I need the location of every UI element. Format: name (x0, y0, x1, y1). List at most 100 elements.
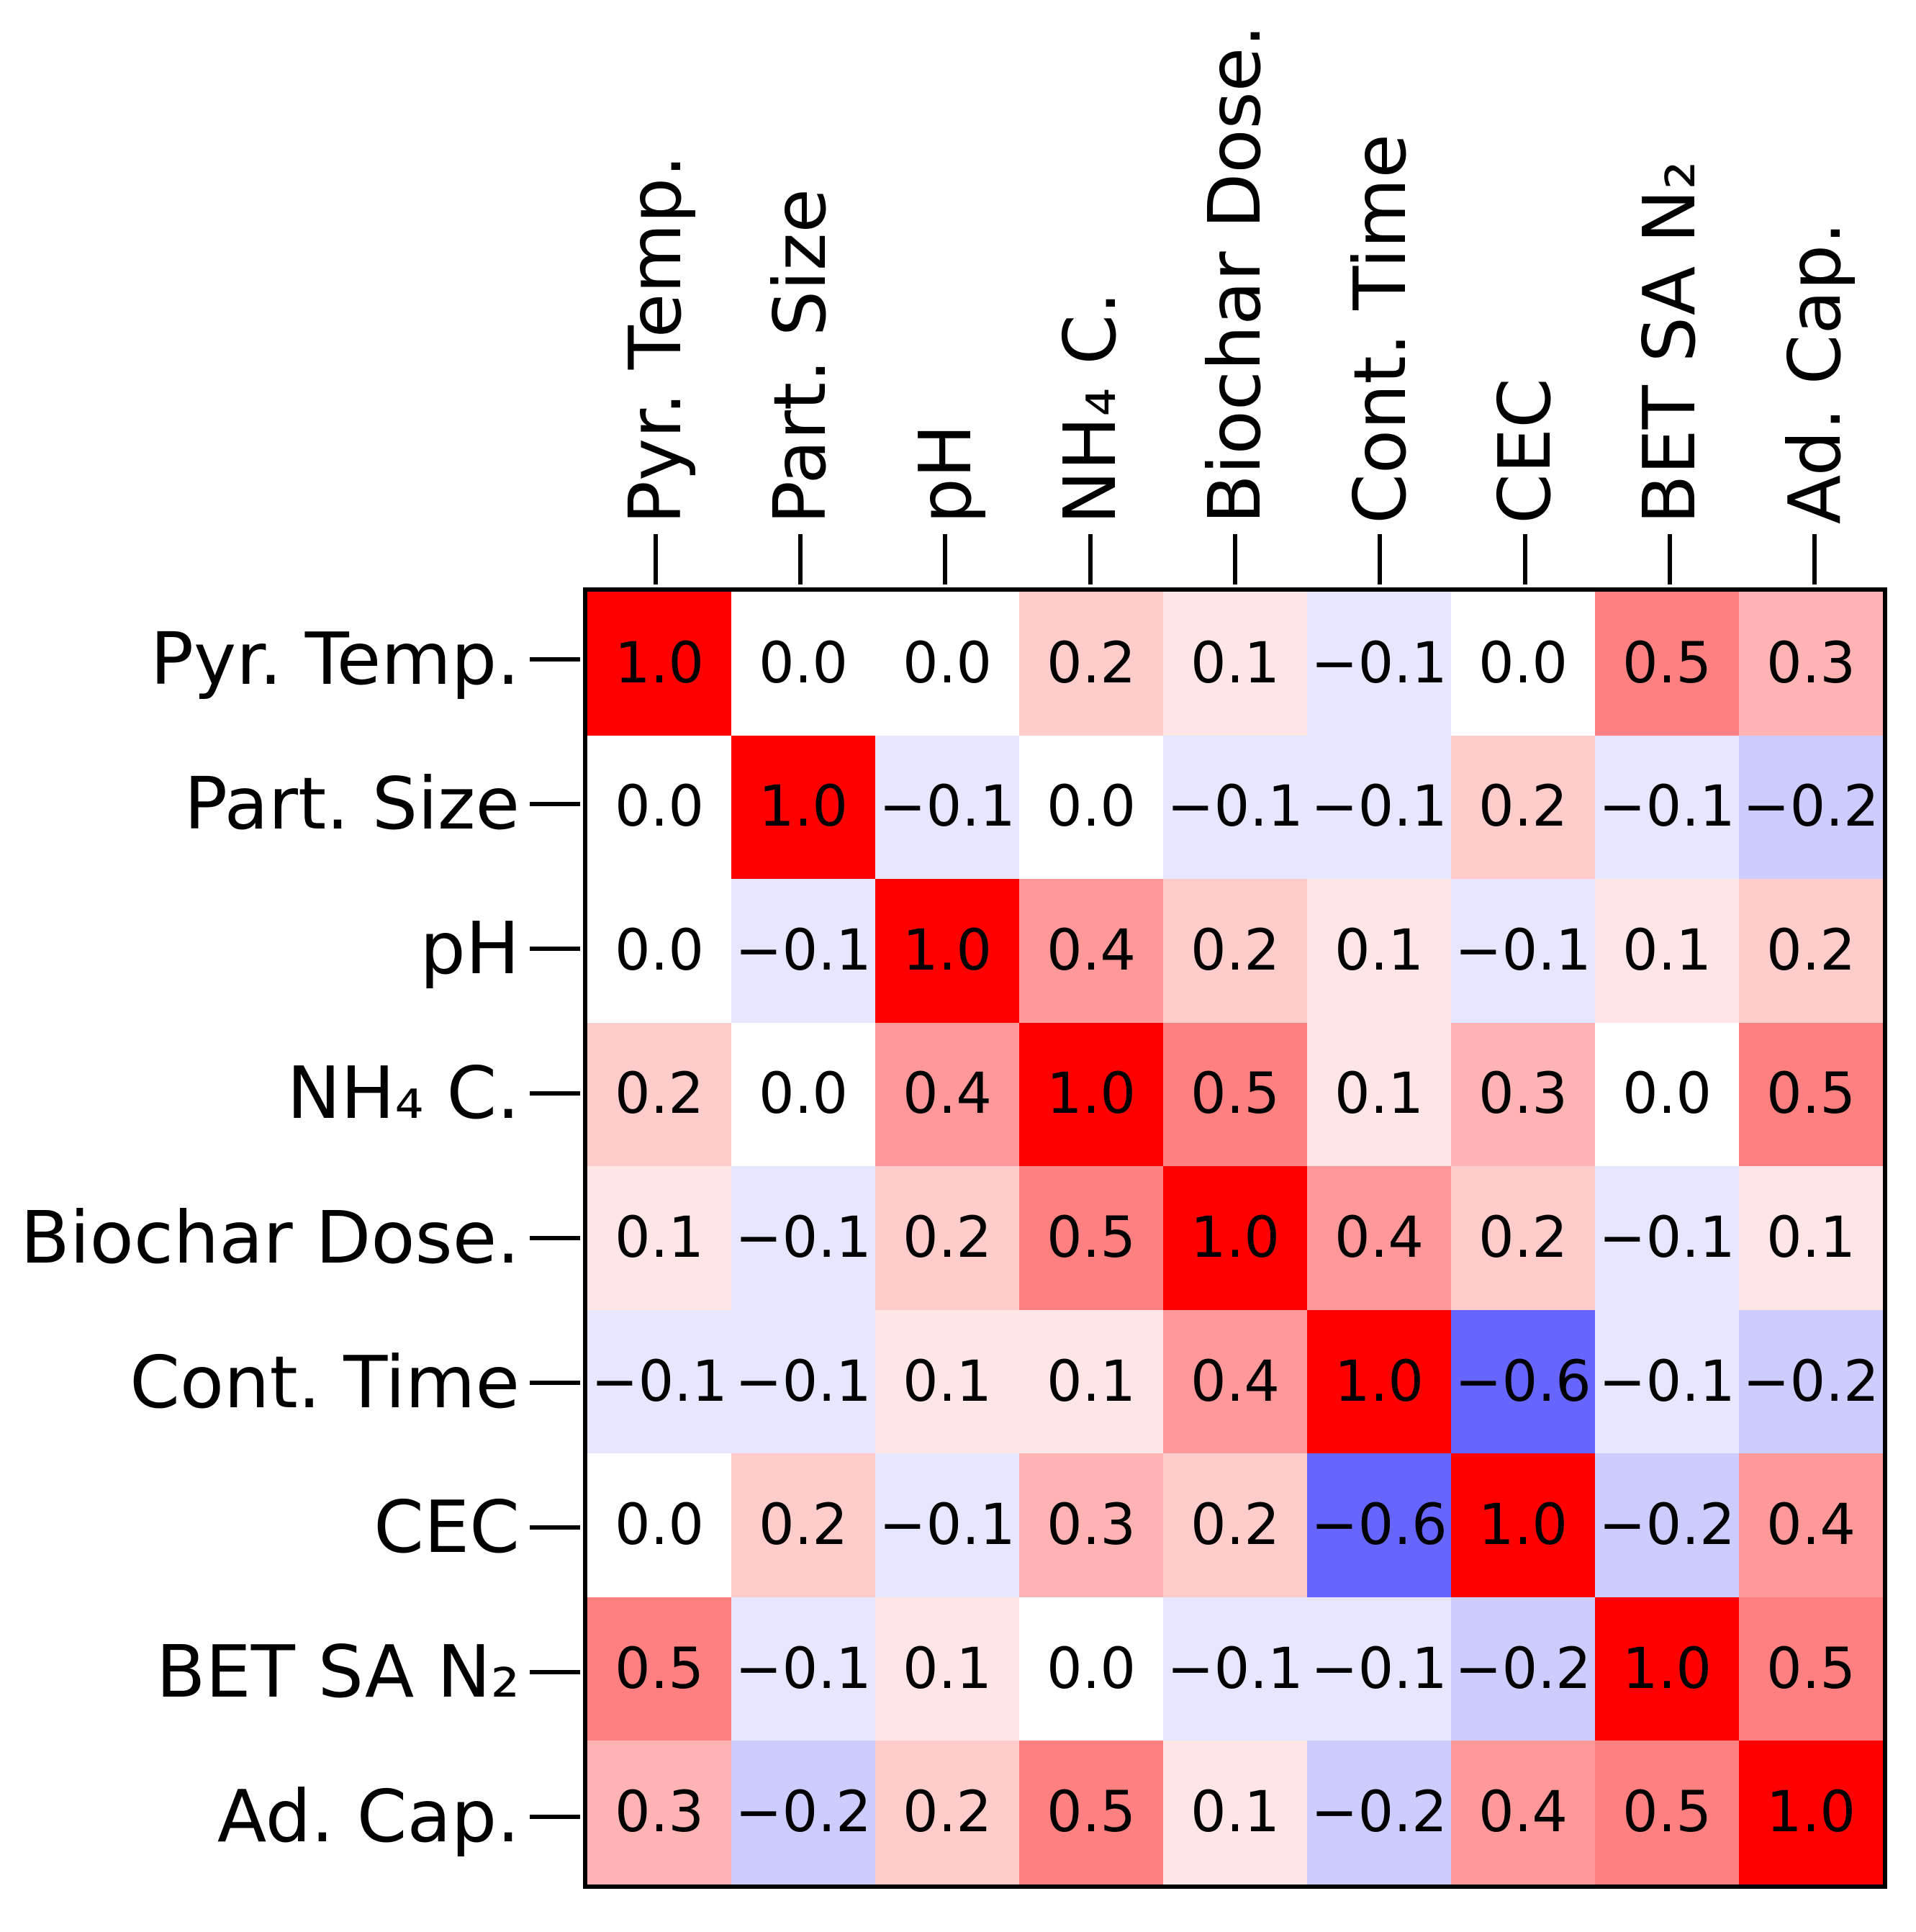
column-label: Cont. Time (1308, 0, 1452, 524)
heatmap-cell: 0.3 (587, 1741, 731, 1884)
heatmap-cell: −0.6 (1451, 1309, 1595, 1454)
heatmap-cell: 0.0 (1595, 1022, 1739, 1167)
heatmap-cell: 0.5 (1595, 1741, 1739, 1884)
heatmap-cell: 0.0 (587, 879, 731, 1023)
y-tick (530, 802, 580, 807)
heatmap-cell: 1.0 (1163, 1166, 1307, 1310)
x-tick (943, 534, 948, 584)
heatmap-cell: −0.1 (1307, 1597, 1451, 1741)
x-tick (1378, 534, 1383, 584)
column-label: Pyr. Temp. (583, 0, 728, 524)
column-label-text: Biochar Dose. (1193, 24, 1278, 524)
heatmap-cell: 1.0 (875, 879, 1019, 1023)
heatmap-cell: 0.5 (1739, 1022, 1883, 1167)
heatmap-cell: −0.2 (1451, 1597, 1595, 1741)
heatmap-cell: 0.1 (1163, 592, 1307, 736)
heatmap-cell: 0.4 (1307, 1166, 1451, 1310)
y-tick (530, 657, 580, 662)
heatmap-cell: 0.4 (1019, 879, 1163, 1023)
heatmap-cell: 0.5 (1019, 1166, 1163, 1310)
heatmap-cell: −0.1 (1595, 735, 1739, 880)
heatmap-cell: 0.2 (1163, 1453, 1307, 1597)
row-label: Part. Size (184, 762, 520, 847)
heatmap-cell: −0.1 (1163, 1597, 1307, 1741)
x-tick (1233, 534, 1237, 584)
column-label: Ad. Cap. (1743, 0, 1887, 524)
heatmap-cell: 0.1 (875, 1309, 1019, 1454)
heatmap-cell: −0.1 (1451, 879, 1595, 1023)
heatmap-cell: 0.3 (1739, 592, 1883, 736)
column-label-text: Ad. Cap. (1772, 221, 1857, 524)
x-tick (653, 534, 658, 584)
heatmap-cell: 0.2 (875, 1741, 1019, 1884)
y-tick (530, 947, 580, 952)
column-label-text: Pyr. Temp. (613, 154, 698, 524)
heatmap-cell: 0.5 (1739, 1597, 1883, 1741)
row-label: pH (420, 906, 520, 991)
y-tick (530, 1380, 580, 1385)
y-tick (530, 1091, 580, 1096)
heatmap-cell: 1.0 (1019, 1022, 1163, 1167)
y-tick (530, 1236, 580, 1240)
column-label: NH₄ C. (1018, 0, 1162, 525)
heatmap-cell: 0.4 (1739, 1453, 1883, 1597)
heatmap-cell: 1.0 (1307, 1309, 1451, 1454)
heatmap-cell: 1.0 (1739, 1741, 1883, 1884)
heatmap-cell: 0.2 (587, 1022, 731, 1167)
heatmap-cell: −0.2 (731, 1741, 875, 1884)
heatmap-cell: −0.1 (1595, 1166, 1739, 1310)
column-label-text: CEC (1483, 378, 1568, 524)
row-label: BET SA N₂ (155, 1629, 520, 1714)
row-label: Ad. Cap. (217, 1774, 520, 1859)
heatmap-cell: 0.1 (587, 1166, 731, 1310)
heatmap-cell: 0.4 (875, 1022, 1019, 1167)
heatmap-cell: 0.0 (1451, 592, 1595, 736)
heatmap-cell: 0.0 (731, 1022, 875, 1167)
heatmap-cell: 0.2 (1451, 735, 1595, 880)
heatmap-cell: −0.1 (1307, 592, 1451, 736)
heatmap-cell: −0.1 (731, 1166, 875, 1310)
y-tick (530, 1669, 580, 1674)
heatmap-cell: 0.1 (875, 1597, 1019, 1741)
heatmap-cell: −0.1 (731, 1597, 875, 1741)
heatmap-cell: 0.2 (1163, 879, 1307, 1023)
heatmap-cell: 0.2 (1739, 879, 1883, 1023)
row-label: Biochar Dose. (20, 1195, 520, 1280)
column-label-text: BET SA N₂ (1627, 160, 1712, 524)
column-label: pH (873, 0, 1018, 524)
heatmap-cell: 0.1 (1307, 879, 1451, 1023)
heatmap-cell: −0.2 (1739, 735, 1883, 880)
heatmap-cell: 0.2 (1019, 592, 1163, 736)
y-tick (530, 1814, 580, 1819)
heatmap-cell: −0.2 (1739, 1309, 1883, 1454)
row-label: Cont. Time (130, 1340, 520, 1425)
column-label-text: pH (903, 424, 988, 524)
heatmap-cell: 0.0 (1019, 1597, 1163, 1741)
column-label: Biochar Dose. (1162, 0, 1307, 524)
heatmap-cell: −0.1 (587, 1309, 731, 1454)
heatmap-cell: 0.4 (1163, 1309, 1307, 1454)
heatmap-cell: 0.1 (1163, 1741, 1307, 1884)
heatmap-cell: −0.1 (1595, 1309, 1739, 1454)
row-label: NH₄ C. (286, 1051, 520, 1136)
heatmap-cell: 0.4 (1451, 1741, 1595, 1884)
heatmap-cell: −0.1 (1163, 735, 1307, 880)
heatmap-cell: 0.1 (1307, 1022, 1451, 1167)
heatmap-cell: 0.2 (731, 1453, 875, 1597)
heatmap-cell: 0.0 (587, 1453, 731, 1597)
heatmap-cell: 1.0 (1451, 1453, 1595, 1597)
heatmap-cell: −0.1 (875, 735, 1019, 880)
column-label-text: NH₄ C. (1048, 291, 1133, 525)
column-label-text: Cont. Time (1337, 134, 1422, 524)
heatmap-cell: 0.0 (875, 592, 1019, 736)
heatmap-cell: −0.1 (731, 1309, 875, 1454)
heatmap-cell: 0.2 (1451, 1166, 1595, 1310)
x-tick (1668, 534, 1672, 584)
heatmap-cell: 0.0 (731, 592, 875, 736)
heatmap-cell: 0.0 (587, 735, 731, 880)
column-label-text: Part. Size (758, 188, 843, 524)
heatmap-cell: 0.0 (1019, 735, 1163, 880)
heatmap-cell: 0.2 (875, 1166, 1019, 1310)
heatmap-cell: −0.1 (1307, 735, 1451, 880)
